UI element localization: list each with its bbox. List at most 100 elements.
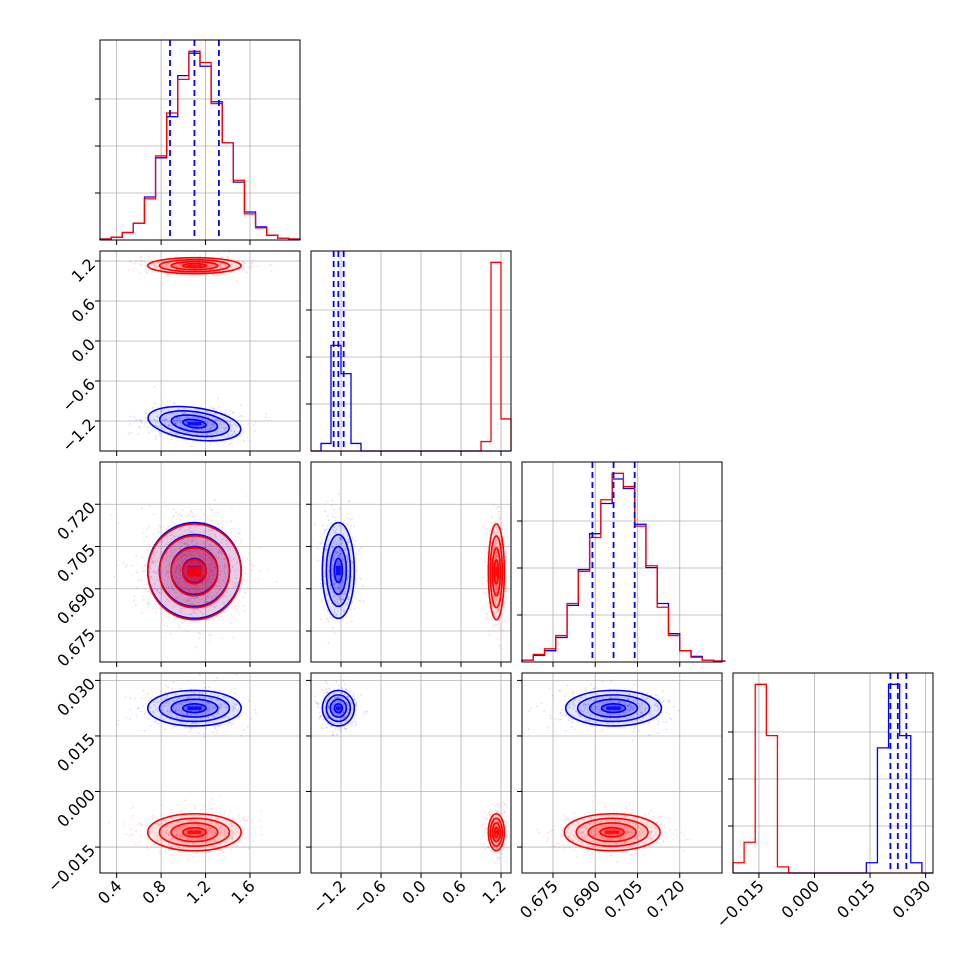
scatter-point [211,569,213,572]
scatter-point [342,711,345,714]
scatter-point [347,560,349,563]
scatter-point [326,594,329,596]
scatter-point [171,585,173,587]
scatter-point [317,706,320,709]
scatter-point [213,803,216,805]
scatter-point [486,845,489,848]
scatter-point [195,549,197,552]
scatter-point [180,426,182,428]
scatter-point [628,704,631,706]
scatter-point [504,846,507,849]
scatter-point [190,597,193,599]
scatter-point [332,733,335,736]
scatter-point [663,699,665,702]
contour-line [333,702,344,714]
scatter-point [347,696,350,699]
scatter-point [356,553,359,556]
scatter-point [628,693,631,696]
scatter-point [152,428,154,430]
scatter-point [483,591,486,594]
scatter-point [595,699,598,701]
scatter-point [242,817,245,820]
scatter-point [342,711,345,713]
scatter-point [227,434,230,437]
scatter-point [176,412,178,414]
scatter-point [498,610,500,613]
scatter-point [318,718,320,720]
scatter-point [265,412,268,415]
scatter-point [179,721,181,723]
scatter-point [503,524,506,527]
scatter-point [154,721,156,723]
scatter-point [187,589,190,591]
scatter-point [337,524,340,527]
scatter-point [206,827,209,830]
scatter-point [351,537,354,540]
scatter-point [485,554,488,556]
scatter-point [212,274,215,277]
scatter-point [209,536,212,538]
scatter-point [129,718,132,721]
scatter-point [347,580,350,583]
scatter-point [496,820,499,822]
scatter-point [168,571,171,573]
scatter-point [488,633,491,636]
scatter-point [345,615,348,618]
scatter-point [241,415,244,417]
scatter-point [648,734,650,736]
scatter-point [182,534,185,536]
scatter-point [154,611,157,614]
scatter-point [346,557,349,559]
scatter-point [209,604,212,607]
scatter-point [595,706,598,709]
scatter-point [246,558,249,560]
scatter-point [170,714,173,717]
scatter-point [566,684,569,687]
scatter-point [162,265,165,268]
scatter-point [167,686,170,689]
scatter-point [342,593,345,595]
scatter-point [203,714,205,716]
scatter-point [246,726,249,728]
scatter-point [211,549,214,551]
scatter-point [209,831,212,834]
scatter-point [193,420,195,422]
scatter-point [184,554,187,557]
scatter-point [491,626,494,629]
scatter-point [333,595,336,598]
scatter-point [145,846,148,849]
scatter-point [212,560,214,563]
scatter-point [333,582,336,585]
scatter-point [181,262,184,265]
scatter-point [355,723,358,725]
scatter-point [215,821,217,824]
scatter-point [161,709,164,711]
scatter-point [609,717,611,720]
scatter-point [225,539,227,542]
scatter-point [165,552,168,554]
scatter-point [171,610,174,613]
scatter-point [202,697,204,699]
scatter-point [191,722,194,724]
scatter-point [201,583,204,585]
scatter-point [227,600,230,603]
scatter-point [184,835,187,838]
scatter-point [216,444,219,446]
scatter-point [488,530,491,533]
scatter-point [270,270,273,273]
scatter-point [184,701,187,703]
scatter-point [319,715,322,718]
scatter-point [199,709,202,712]
scatter-point [343,593,346,596]
scatter-point [490,850,493,853]
scatter-point [211,579,214,581]
scatter-point [209,840,212,842]
scatter-point [354,577,357,580]
scatter-point [218,549,220,551]
scatter-point [188,564,191,566]
scatter-point [325,548,327,551]
scatter-point [327,500,329,503]
scatter-point [186,712,189,715]
scatter-point [336,704,338,707]
scatter-point [621,707,624,709]
